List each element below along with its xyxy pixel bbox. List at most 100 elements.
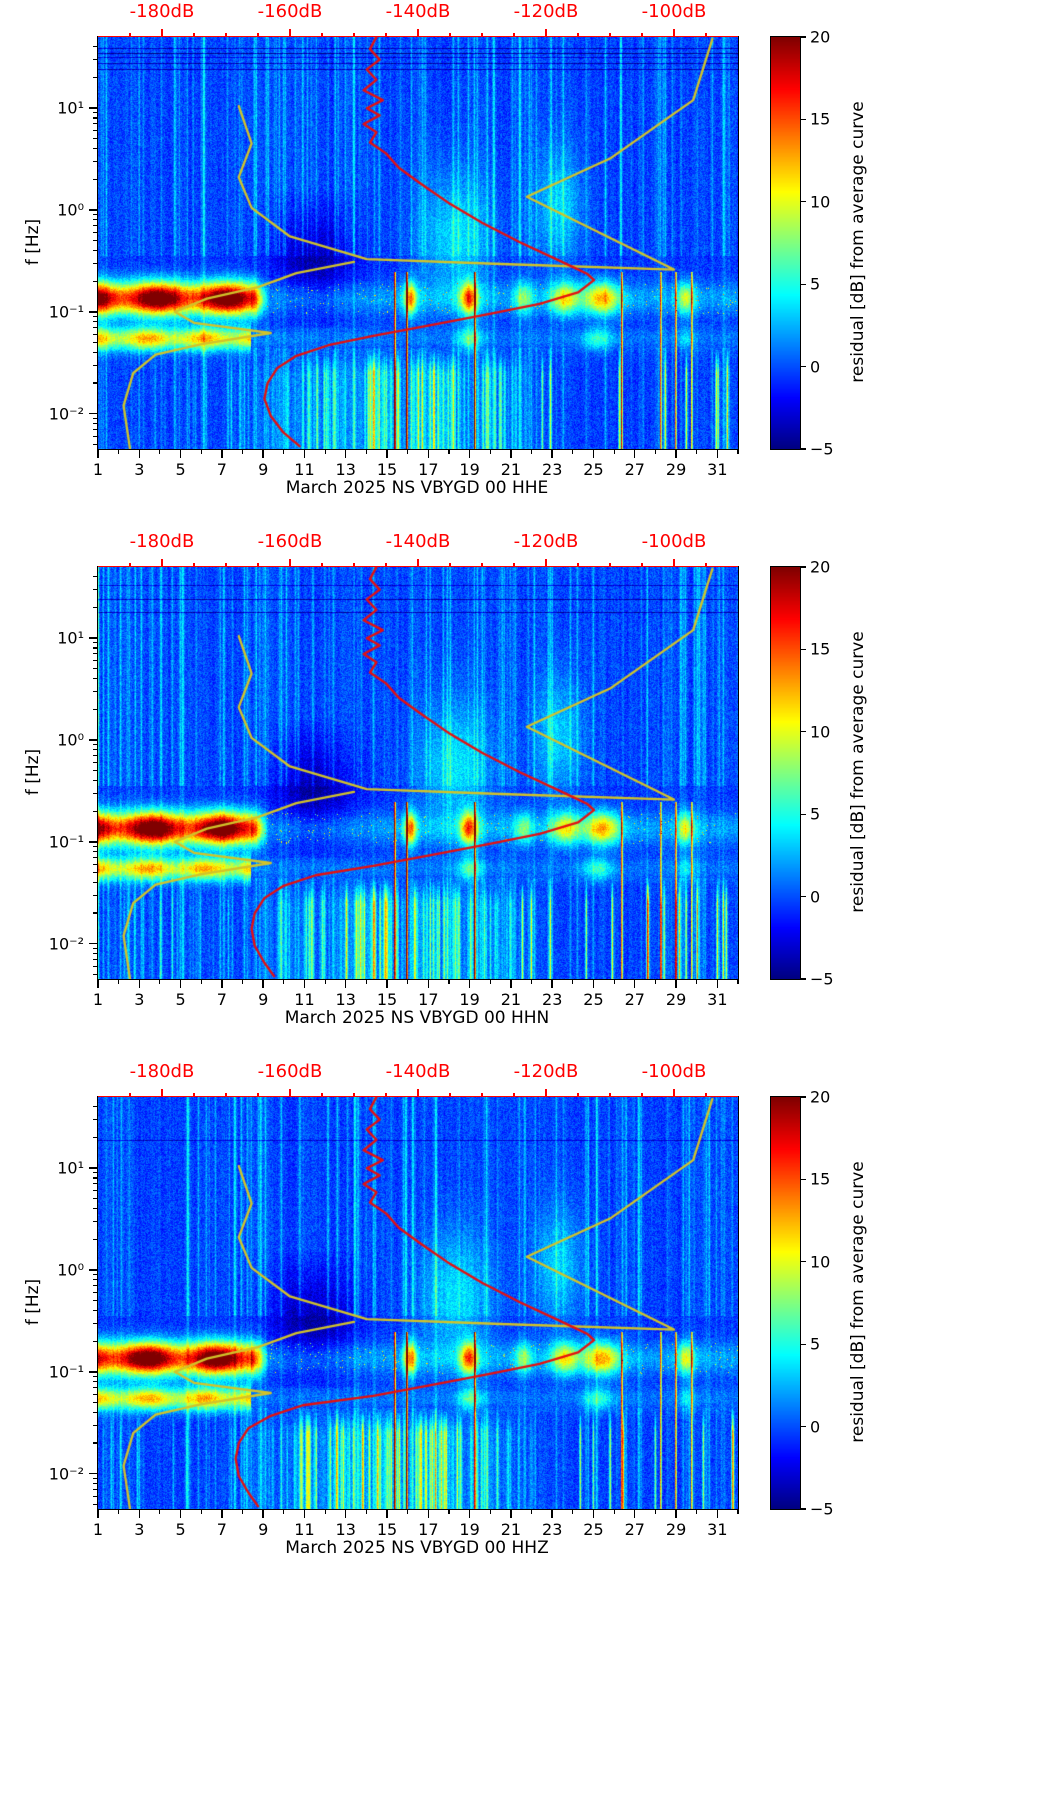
y-minor-tick	[93, 1190, 98, 1192]
colorbar: 20 15 10 5 0 −5	[770, 1088, 834, 1519]
x-tick-label: 25	[583, 460, 604, 479]
x-tick-label: 27	[624, 1520, 645, 1539]
top-major-tick	[417, 29, 419, 37]
y-minor-tick	[93, 327, 98, 329]
x-major-tick	[262, 1509, 264, 1518]
top-minor-tick	[481, 1092, 483, 1097]
y-major-tick	[89, 412, 98, 415]
x-major-tick	[97, 979, 99, 988]
top-tick-label: -100dB	[641, 1061, 707, 1082]
top-tick-label: -100dB	[641, 531, 707, 552]
top-minor-tick	[225, 1092, 227, 1097]
colorbar: 20 15 10 5 0 −5	[770, 558, 834, 989]
colorbar-tick-label: 20	[810, 557, 831, 577]
top-tick-label: -120dB	[513, 1, 579, 22]
top-tick-label: -180dB	[129, 1, 195, 22]
y-minor-tick	[93, 762, 98, 764]
x-major-tick	[303, 449, 306, 458]
x-major-tick	[716, 1509, 719, 1518]
y-tick-label: 10⁻²	[48, 1464, 84, 1484]
x-tick-label: 19	[459, 1520, 480, 1539]
x-minor-tick	[283, 449, 285, 454]
x-major-tick	[221, 449, 223, 458]
y-minor-tick	[93, 1483, 98, 1485]
x-tick-label: 23	[542, 460, 563, 479]
x-major-tick	[262, 979, 264, 988]
y-minor-tick	[93, 851, 98, 853]
x-major-tick	[716, 449, 719, 458]
y-minor-tick	[93, 857, 98, 859]
x-minor-tick	[365, 979, 367, 984]
colorbar-tick-label: −5	[810, 439, 834, 459]
y-minor-tick	[93, 249, 98, 252]
x-minor-tick	[407, 449, 409, 454]
x-major-tick	[303, 1509, 306, 1518]
x-major-tick	[386, 449, 388, 458]
y-minor-tick	[93, 46, 98, 48]
colorbar-tick	[800, 1425, 806, 1428]
top-minor-tick	[193, 562, 195, 567]
y-minor-tick	[93, 1411, 98, 1413]
top-minor-tick	[449, 1092, 451, 1097]
colorbar-tick-label: −5	[810, 969, 834, 989]
y-minor-tick	[93, 1292, 98, 1294]
x-tick-label: 5	[175, 1520, 186, 1539]
top-minor-tick	[321, 32, 323, 37]
y-minor-tick	[93, 112, 98, 114]
x-tick-label: 27	[624, 990, 645, 1009]
x-tick-label: 31	[707, 1520, 728, 1539]
colorbar-tick-label: 10	[810, 722, 831, 742]
top-tick-label: -140dB	[385, 1, 451, 22]
spectrogram-canvas	[98, 1097, 738, 1509]
y-axis-label: f [Hz]	[23, 218, 43, 266]
x-major-tick	[138, 449, 140, 458]
x-minor-tick	[737, 449, 739, 454]
colorbar-tick	[800, 448, 806, 450]
y-minor-tick	[93, 428, 98, 430]
y-tick-label: 10⁰	[57, 730, 84, 750]
top-minor-tick	[609, 32, 611, 37]
x-major-tick	[179, 1509, 182, 1518]
x-major-tick	[510, 449, 512, 458]
top-minor-tick	[513, 1092, 515, 1097]
y-minor-tick	[93, 973, 98, 975]
y-minor-tick	[93, 321, 98, 323]
top-minor-tick	[257, 562, 259, 567]
x-minor-tick	[654, 449, 656, 454]
x-minor-tick	[324, 1509, 326, 1514]
top-tick-label: -160dB	[257, 1061, 323, 1082]
y-minor-tick	[93, 647, 98, 649]
top-minor-tick	[193, 1092, 195, 1097]
colorbar-tick	[800, 895, 806, 898]
x-tick-label: 21	[500, 460, 522, 479]
y-major-tick	[89, 1167, 98, 1169]
y-minor-tick	[93, 678, 98, 680]
colorbar-tick-label: 0	[810, 357, 821, 377]
y-minor-tick	[93, 1442, 98, 1444]
y-minor-tick	[93, 76, 98, 79]
x-minor-tick	[200, 449, 202, 454]
x-tick-label: 11	[294, 460, 315, 479]
x-tick-label: 1	[92, 990, 104, 1009]
y-minor-tick	[93, 958, 98, 960]
x-axis-title: March 2025 NS VBYGD 00 HHE	[285, 478, 549, 498]
x-tick-label: 11	[294, 1520, 315, 1539]
x-major-tick	[510, 979, 512, 988]
x-major-tick	[303, 979, 306, 988]
x-minor-tick	[737, 1509, 739, 1514]
colorbar-tick-label: 20	[810, 1087, 831, 1107]
x-minor-tick	[572, 449, 574, 454]
x-tick-label: 29	[665, 990, 687, 1009]
x-major-tick	[551, 1509, 553, 1518]
y-minor-tick	[93, 382, 98, 384]
x-tick-label: 31	[707, 990, 728, 1009]
y-tick-label: 10¹	[57, 1158, 84, 1178]
y-minor-tick	[93, 423, 98, 425]
y-minor-tick	[93, 606, 98, 609]
y-minor-tick	[93, 262, 98, 264]
top-minor-tick	[513, 32, 515, 37]
colorbar-tick	[800, 201, 806, 203]
y-minor-tick	[93, 225, 98, 227]
x-major-tick	[386, 979, 388, 988]
y-minor-tick	[93, 792, 98, 794]
